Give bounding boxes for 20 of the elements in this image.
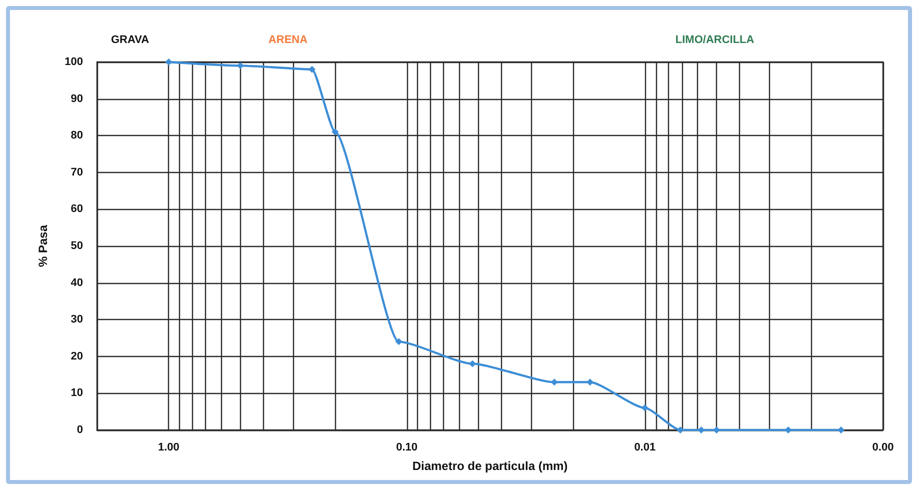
x-tick-label: 1.00 [158,442,180,454]
y-axis-title: % Pasa [36,224,50,268]
x-tick-label: 0.00 [872,442,894,454]
y-tick-label: 80 [70,130,83,142]
y-tick-label: 70 [70,166,83,178]
x-axis-title: Diametro de particula (mm) [412,459,568,473]
text: LIMO/ARCILLA [675,34,754,46]
y-tick-label: 60 [70,203,83,216]
y-tick-label: 10 [70,387,83,400]
text: ARENA [268,34,308,46]
y-tick-label: 50 [70,240,83,252]
y-tick-label: 100 [64,56,83,68]
y-tick-label: 20 [70,350,83,362]
y-tick-label: 0 [76,424,83,436]
y-tick-label: 40 [70,276,83,289]
x-tick-label: 0.10 [396,442,418,454]
y-tick-label: 90 [70,92,83,105]
text: GRAVA [110,34,150,46]
y-tick-label: 30 [70,314,83,326]
x-tick-label: 0.01 [634,442,656,454]
